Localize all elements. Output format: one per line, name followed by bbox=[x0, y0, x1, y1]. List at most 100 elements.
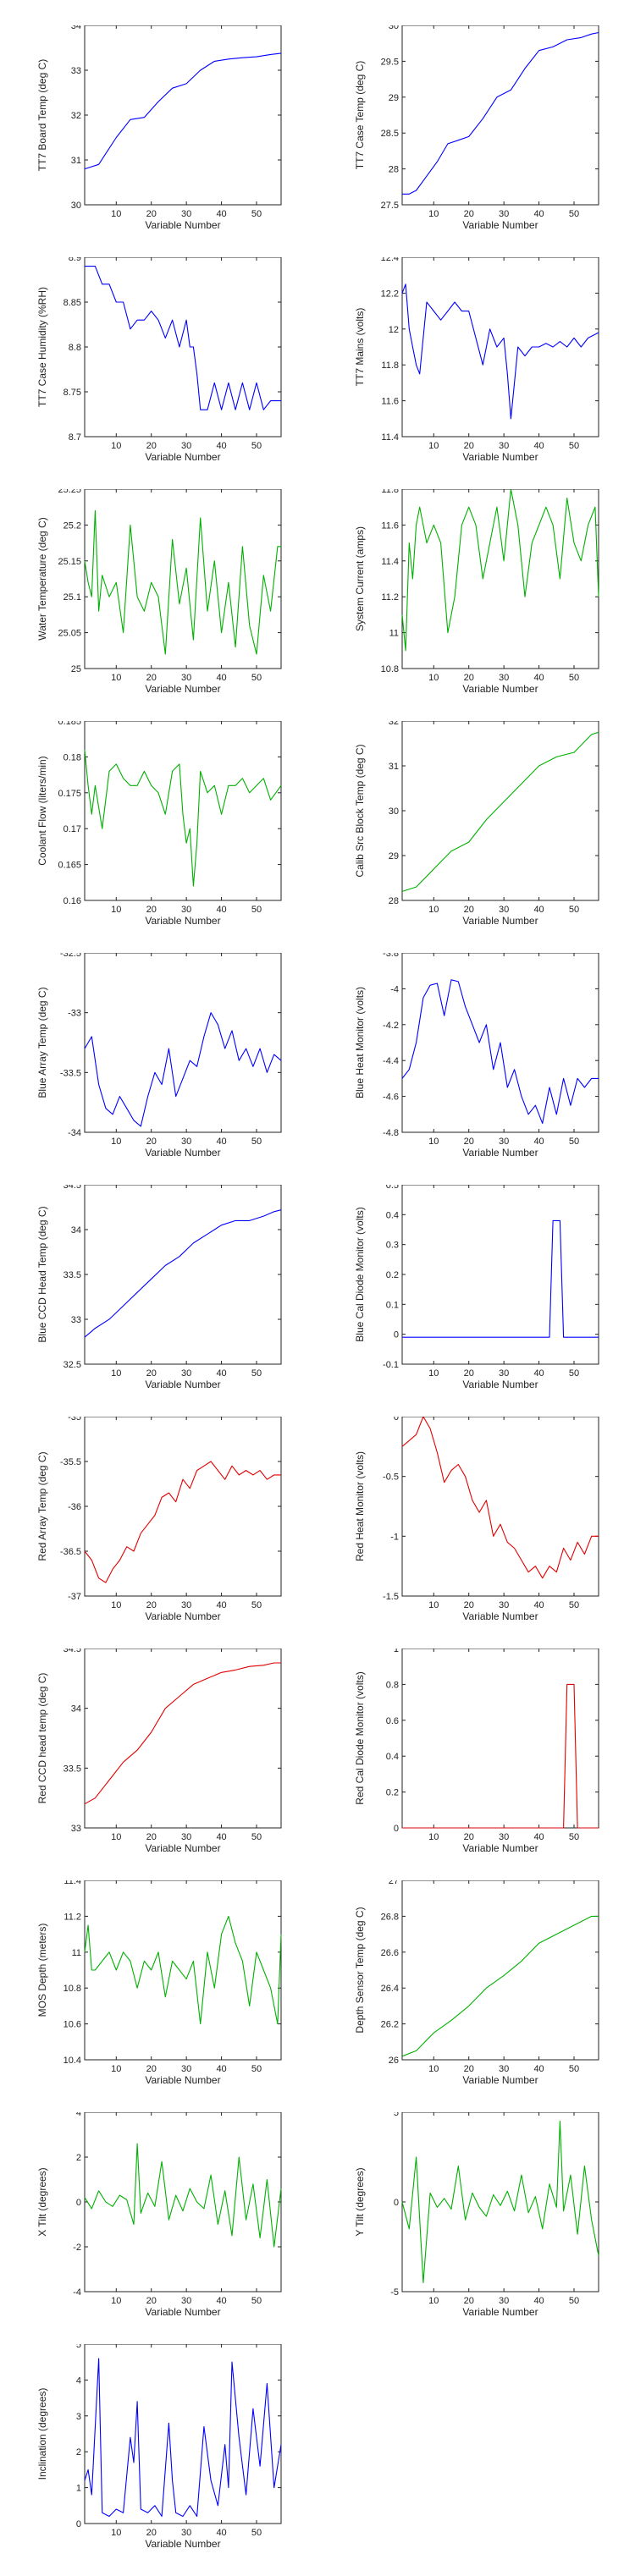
plot-frame bbox=[401, 1417, 599, 1597]
y-axis-label: Water Temperature (deg C) bbox=[36, 517, 48, 640]
x-tick-label: 20 bbox=[464, 905, 474, 915]
y-tick-label: 34 bbox=[71, 25, 81, 31]
y-tick-label: 25.1 bbox=[64, 592, 81, 603]
y-tick-label: 33.5 bbox=[64, 1764, 81, 1774]
y-tick-label: 11.4 bbox=[64, 1880, 81, 1886]
series-line bbox=[84, 1012, 282, 1127]
y-tick-label: 0.17 bbox=[64, 824, 81, 834]
x-tick-label: 30 bbox=[499, 1832, 509, 1842]
series-line bbox=[402, 31, 599, 195]
x-tick-label: 10 bbox=[111, 2528, 121, 2538]
plot-frame bbox=[401, 2112, 599, 2293]
x-tick-label: 50 bbox=[569, 905, 579, 915]
y-axis-label: System Current (amps) bbox=[354, 526, 366, 631]
x-tick-label: 40 bbox=[216, 2528, 226, 2538]
plot-frame bbox=[401, 1649, 599, 1829]
x-tick-label: 10 bbox=[111, 2064, 121, 2074]
y-tick-label: 0.165 bbox=[58, 861, 81, 871]
y-tick-label: 0.175 bbox=[58, 789, 81, 799]
x-tick-label: 40 bbox=[216, 1137, 226, 1147]
x-tick-label: 40 bbox=[533, 905, 544, 915]
x-tick-label: 10 bbox=[428, 1832, 439, 1842]
x-axis-label: Variable Number bbox=[145, 1610, 220, 1622]
y-tick-label: 12 bbox=[389, 325, 399, 335]
y-tick-label: 0.185 bbox=[58, 721, 81, 727]
x-axis-label: Variable Number bbox=[145, 1147, 220, 1159]
y-tick-label: -35 bbox=[68, 1417, 81, 1423]
x-tick-label: 40 bbox=[216, 209, 226, 219]
y-tick-label: 0 bbox=[76, 2198, 81, 2208]
plot-frame bbox=[84, 1185, 282, 1365]
y-tick-label: 2 bbox=[76, 2447, 81, 2458]
x-tick-label: 50 bbox=[569, 1600, 579, 1610]
y-axis-label: Depth Sensor Temp (deg C) bbox=[354, 1907, 366, 2033]
y-tick-label: -4.2 bbox=[383, 1021, 399, 1031]
y-tick-label: -4.4 bbox=[383, 1056, 399, 1066]
x-tick-label: 10 bbox=[428, 1600, 439, 1610]
x-tick-label: 20 bbox=[146, 1137, 157, 1147]
x-tick-label: 40 bbox=[533, 441, 544, 451]
x-tick-label: 40 bbox=[216, 1832, 226, 1842]
y-axis-label: Red Array Temp (deg C) bbox=[36, 1451, 48, 1560]
x-tick-label: 50 bbox=[251, 1832, 262, 1842]
series-line bbox=[401, 979, 599, 1124]
y-tick-label: 10.4 bbox=[64, 2056, 81, 2066]
x-tick-label: 30 bbox=[499, 2296, 509, 2306]
y-tick-label: -1 bbox=[390, 1532, 399, 1542]
y-tick-label: -4 bbox=[73, 2287, 81, 2298]
y-axis-label: Blue Heat Monitor (volts) bbox=[354, 987, 366, 1098]
y-tick-label: 33 bbox=[71, 1824, 81, 1834]
series-line bbox=[401, 1915, 599, 2057]
x-tick-label: 30 bbox=[181, 1137, 191, 1147]
x-tick-label: 30 bbox=[499, 209, 509, 219]
x-tick-label: 40 bbox=[533, 1137, 544, 1147]
y-tick-label: 33 bbox=[71, 1315, 81, 1325]
chart-18: 26 26.2 26.4 26.6 26.8 27 10 20 30 40 50 Variable N… bbox=[354, 1880, 599, 2086]
x-tick-label: 20 bbox=[464, 2064, 474, 2074]
chart-4: 11.4 11.6 11.8 12 12.2 12.4 10 20 30 40 50 Variable… bbox=[354, 257, 599, 463]
x-axis-label: Variable Number bbox=[462, 219, 538, 231]
x-tick-label: 10 bbox=[428, 1137, 439, 1147]
y-tick-label: 4 bbox=[76, 2112, 81, 2118]
x-tick-label: 20 bbox=[464, 1368, 474, 1379]
chart-7: 0.16 0.165 0.17 0.175 0.18 0.185 10 20 30 40 50 Var… bbox=[36, 721, 282, 927]
x-tick-label: 50 bbox=[251, 2296, 262, 2306]
series-line bbox=[401, 283, 599, 420]
x-axis-label: Variable Number bbox=[462, 1147, 538, 1159]
y-tick-label: 0.2 bbox=[386, 1270, 399, 1280]
x-tick-label: 10 bbox=[428, 441, 439, 451]
y-tick-label: 11.8 bbox=[381, 489, 399, 495]
x-axis-label: Variable Number bbox=[145, 683, 220, 695]
y-tick-label: -0.5 bbox=[383, 1472, 399, 1483]
chart-20: -5 0 5 10 20 30 40 50 Variable Number Y Tilt (deg… bbox=[354, 2112, 599, 2318]
y-axis-label: MOS Depth (meters) bbox=[36, 1924, 48, 2017]
x-tick-label: 10 bbox=[111, 673, 121, 683]
series-line bbox=[85, 266, 281, 410]
x-axis-label: Variable Number bbox=[145, 1379, 220, 1390]
y-tick-label: -36.5 bbox=[60, 1547, 81, 1557]
series-line bbox=[84, 749, 282, 887]
y-tick-label: 8.8 bbox=[69, 343, 81, 353]
x-tick-label: 40 bbox=[533, 209, 544, 219]
x-tick-label: 10 bbox=[428, 2064, 439, 2074]
x-tick-label: 30 bbox=[181, 2064, 191, 2074]
x-axis-label: Variable Number bbox=[145, 2306, 220, 2318]
y-tick-label: 0.6 bbox=[386, 1716, 399, 1726]
y-tick-label: 28.5 bbox=[381, 129, 399, 139]
x-tick-label: 30 bbox=[181, 441, 191, 451]
y-tick-label: 0 bbox=[76, 2519, 81, 2529]
x-tick-label: 10 bbox=[111, 1600, 121, 1610]
y-tick-label: 32 bbox=[71, 111, 81, 121]
y-axis-label: X Tilt (degrees) bbox=[36, 2167, 48, 2236]
series-line bbox=[401, 1417, 599, 1579]
x-tick-label: 30 bbox=[499, 1137, 509, 1147]
plot-frame bbox=[84, 257, 282, 438]
y-tick-label: 26 bbox=[389, 2056, 399, 2066]
x-tick-label: 40 bbox=[533, 673, 544, 683]
chart-3: 8.7 8.75 8.8 8.85 8.9 10 20 30 40 50 Variable Numb… bbox=[36, 257, 282, 463]
x-axis-label: Variable Number bbox=[462, 915, 538, 927]
x-tick-label: 50 bbox=[251, 1137, 262, 1147]
x-tick-label: 50 bbox=[569, 1368, 579, 1379]
y-tick-label: -32.5 bbox=[60, 953, 81, 959]
x-tick-label: 50 bbox=[569, 2064, 579, 2074]
